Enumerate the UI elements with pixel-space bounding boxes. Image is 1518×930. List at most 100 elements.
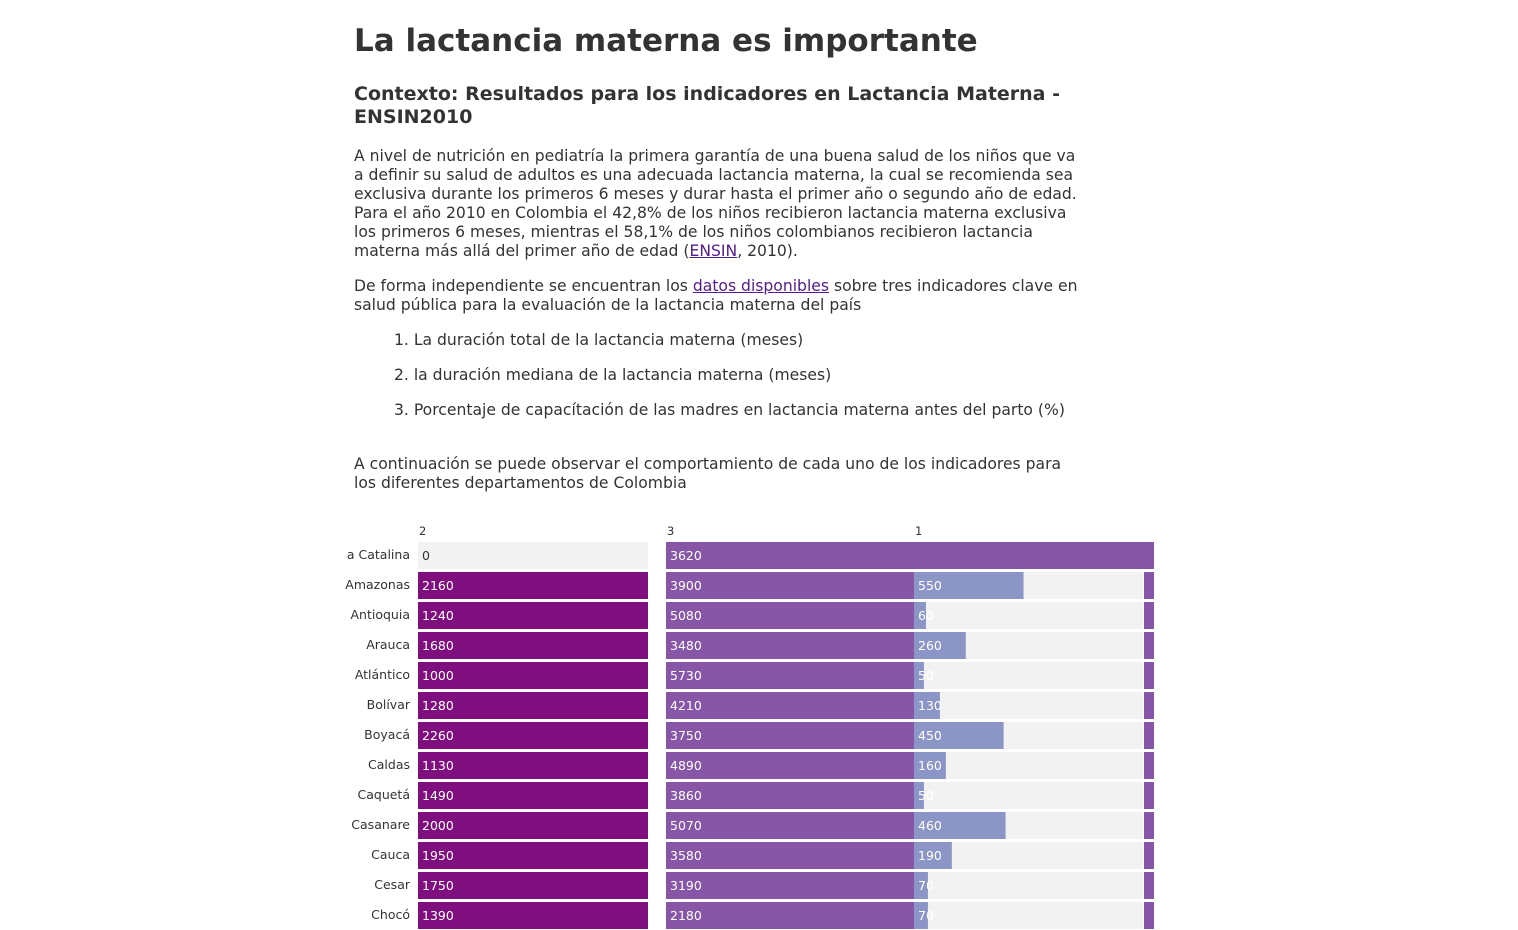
row-label: Arauca [366,637,410,652]
intro-end: , 2010). [737,242,798,260]
row-label: Caldas [368,757,410,772]
bar-track [914,902,1143,929]
datos-disponibles-link[interactable]: datos disponibles [692,277,830,295]
row-label: Casanare [351,817,410,832]
data-label: 3860 [670,788,702,803]
bar [418,752,648,779]
data-label: 1390 [422,908,454,923]
row-label: Cauca [371,847,410,862]
bar [666,632,914,659]
bar [666,902,914,929]
bar [914,662,924,689]
data-label: 4890 [670,758,702,773]
data-label: 160 [918,758,942,773]
bar-track [914,602,1143,629]
ensin-link[interactable]: ENSIN [689,242,738,260]
bar [418,572,648,599]
data-label: 4210 [670,698,702,713]
bar [914,692,940,719]
bar [418,602,648,629]
bar-track [914,752,1143,779]
bar [914,782,924,809]
data-label: 130 [918,698,942,713]
bar [666,692,914,719]
column-header: 1 [915,524,922,538]
bar-overflow [1144,572,1154,599]
intro-text: A nivel de nutrición en pediatría la pri… [354,147,1077,260]
bar [418,632,648,659]
bar [418,872,648,899]
data-label: 3190 [670,878,702,893]
bar [666,602,914,629]
data-label: 2000 [422,818,454,833]
row-label: Caquetá [358,787,411,802]
bar-overflow [1144,722,1154,749]
bar-overflow [1144,752,1154,779]
data-label: 450 [918,728,942,743]
bar [914,902,928,929]
data-label: 2160 [422,578,454,593]
data-label: 1000 [422,668,454,683]
bar [914,872,928,899]
data-label: 0 [422,548,430,563]
bar [914,602,926,629]
data-label: 550 [918,578,942,593]
data-label: 1950 [422,848,454,863]
column-header: 3 [667,524,674,538]
list-item: 1. La duración total de la lactancia mat… [394,331,804,349]
bar [666,752,914,779]
row-label: Antioquia [351,607,411,622]
data-label: 3750 [670,728,702,743]
data-label: 50 [918,788,934,803]
row-label: a Catalina [347,547,410,562]
bar [418,692,648,719]
bar [418,782,648,809]
data-label: 190 [918,848,942,863]
data-label: 2180 [670,908,702,923]
bar-track [914,662,1143,689]
bar [666,782,914,809]
bar-track [914,842,1143,869]
bar-overflow [1144,632,1154,659]
data-paragraph: De forma independiente se encuentran los… [354,277,1084,315]
row-label: Cesar [374,877,411,892]
data-label: 260 [918,638,942,653]
intro-paragraph: A nivel de nutrición en pediatría la pri… [354,147,1084,261]
bar-overflow [1144,812,1154,839]
data-end: sobre tres indicadores clave en salud pú… [354,277,1078,314]
bar [418,812,648,839]
bar-overflow [1144,842,1154,869]
data-label: 1750 [422,878,454,893]
data-label: 70 [918,908,934,923]
bar [666,872,914,899]
bar [666,572,914,599]
bar [666,842,914,869]
data-label: 1240 [422,608,454,623]
row-label: Atlántico [355,667,410,682]
bar [914,842,952,869]
bar-track [418,542,648,569]
bar [666,722,914,749]
data-label: 60 [918,608,934,623]
bar [914,572,1024,599]
data-label: 1280 [422,698,454,713]
data-label: 2260 [422,728,454,743]
bar-overflow [1144,602,1154,629]
list-item: 2. la duración mediana de la lactancia m… [394,366,832,384]
closing-paragraph: A continuación se puede observar el comp… [354,455,1062,492]
row-label: Bolívar [367,697,411,712]
bar [914,812,1006,839]
data-label: 3900 [670,578,702,593]
bar [914,722,1004,749]
bar [418,902,648,929]
page-subtitle: Contexto: Resultados para los indicadore… [354,83,1061,128]
bar-overflow [1144,662,1154,689]
row-label: Boyacá [364,727,410,742]
bar-track [914,782,1143,809]
bar-track [914,872,1143,899]
data-label: 5080 [670,608,702,623]
bar [666,662,914,689]
bar [418,842,648,869]
row-label: Chocó [371,907,410,922]
